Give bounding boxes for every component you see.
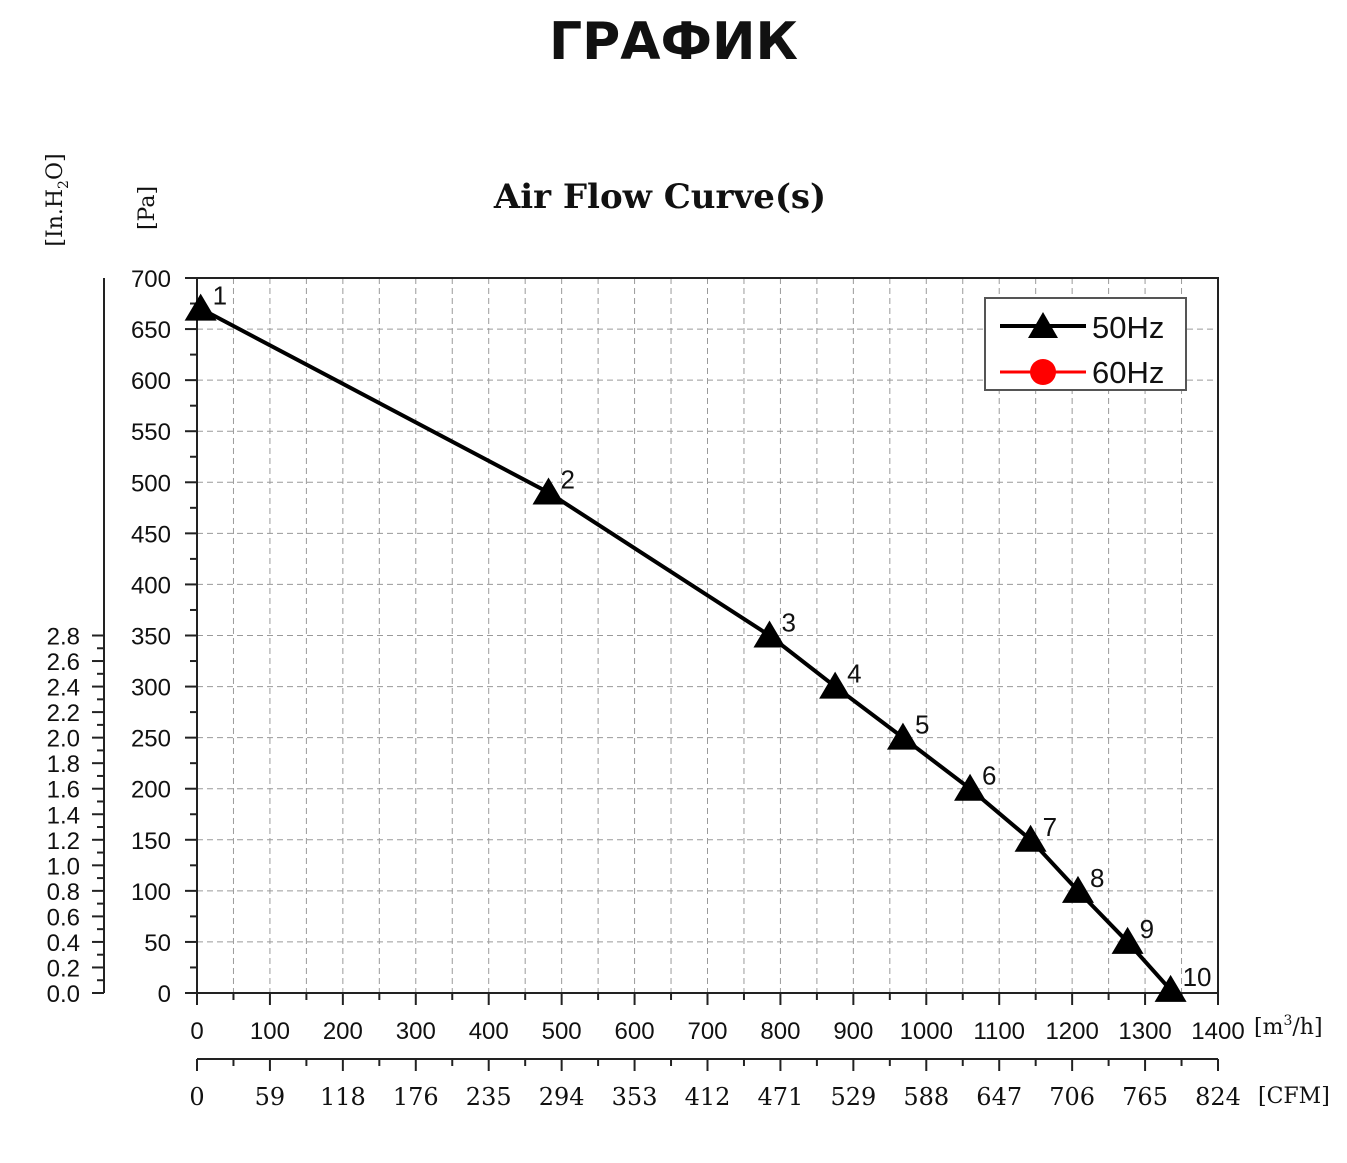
legend-50hz-marker <box>1028 312 1058 338</box>
cfm-tick-label: 647 <box>976 1083 1022 1111</box>
pa-axis-title: [Pa] <box>135 186 160 230</box>
data-point-label: 3 <box>781 608 795 638</box>
x-tick-label: 300 <box>396 1018 436 1045</box>
x-tick-label: 600 <box>615 1018 655 1045</box>
x-axis-title: [m3/h] <box>1254 1013 1323 1040</box>
cfm-tick-label: 0 <box>189 1083 204 1111</box>
legend: 50Hz 60Hz <box>984 297 1187 391</box>
x-tick-label: 1200 <box>1045 1018 1098 1045</box>
legend-box <box>984 297 1187 391</box>
data-point-label: 9 <box>1140 914 1154 944</box>
legend-50hz-label: 50Hz <box>1092 310 1164 345</box>
pa-tick-label: 550 <box>131 419 171 446</box>
x-tick-label: 1400 <box>1191 1018 1244 1045</box>
pa-tick-label: 300 <box>131 675 171 702</box>
data-point-label: 4 <box>847 659 861 689</box>
data-point-marker <box>753 620 786 648</box>
series-layer: 1 2 3 4 5 6 7 8 9 10 <box>184 281 1212 1002</box>
pa-tick-label: 150 <box>131 828 171 855</box>
data-point-label: 5 <box>915 710 929 740</box>
data-point-marker <box>1111 926 1144 954</box>
inh2o-tick-label: 0.0 <box>47 981 80 1008</box>
cfm-tick-label: 118 <box>320 1083 366 1111</box>
pa-tick-label: 700 <box>131 266 171 293</box>
inh2o-tick-label: 2.8 <box>47 624 80 651</box>
cfm-tick-label: 529 <box>830 1083 876 1111</box>
pa-tick-label: 450 <box>131 521 171 548</box>
data-point-marker <box>1014 824 1047 852</box>
cfm-tick-label: 412 <box>685 1083 731 1111</box>
data-point-label: 6 <box>982 761 996 791</box>
inh2o-tick-label: 0.8 <box>47 879 80 906</box>
cfm-tick-label: 235 <box>466 1083 512 1111</box>
pa-tick-label: 350 <box>131 624 171 651</box>
x-tick-label: 400 <box>469 1018 509 1045</box>
cfm-axis-title: [CFM] <box>1258 1084 1330 1109</box>
pa-tick-label: 100 <box>131 879 171 906</box>
data-point-marker <box>819 671 852 699</box>
cfm-tick-label: 824 <box>1195 1083 1241 1111</box>
cfm-tick-label: 765 <box>1122 1083 1168 1111</box>
x-tick-label: 700 <box>687 1018 727 1045</box>
pa-tick-label: 400 <box>131 572 171 599</box>
cfm-tick-label: 59 <box>255 1083 286 1111</box>
data-point-marker <box>886 722 919 750</box>
data-point-label: 10 <box>1183 962 1212 992</box>
legend-60hz-marker <box>1030 359 1056 385</box>
x-tick-label: 100 <box>250 1018 290 1045</box>
inh2o-tick-label: 0.2 <box>47 955 80 982</box>
inh2o-tick-label: 1.6 <box>47 777 80 804</box>
cfm-tick-label: 706 <box>1049 1083 1095 1111</box>
data-point-label: 2 <box>561 465 575 495</box>
cfm-tick-label: 588 <box>903 1083 949 1111</box>
pa-tick-label: 200 <box>131 777 171 804</box>
data-point-marker <box>1061 875 1094 903</box>
x-tick-label: 200 <box>323 1018 363 1045</box>
pa-tick-label: 250 <box>131 726 171 753</box>
series-line-50Hz <box>199 306 1173 992</box>
inh2o-tick-label: 0.4 <box>47 930 80 957</box>
x-tick-label: 0 <box>190 1018 203 1045</box>
axes: 0 100 200 300 400 500 600 700 800 900 1000 1100 1200… <box>43 153 1330 1111</box>
x-tick-label: 900 <box>833 1018 873 1045</box>
inh2o-tick-label: 1.8 <box>47 751 80 778</box>
inh2o-tick-label: 1.4 <box>47 802 80 829</box>
inh2o-tick-label: 0.6 <box>47 904 80 931</box>
inh2o-axis-title: [In.H2O] <box>43 153 72 246</box>
inh2o-tick-label: 2.6 <box>47 649 80 676</box>
chart-title: Air Flow Curve(s) <box>493 177 826 217</box>
data-point-marker <box>1154 974 1187 1002</box>
pa-tick-label: 650 <box>131 317 171 344</box>
data-point-marker <box>184 293 217 321</box>
cfm-tick-label: 353 <box>612 1083 658 1111</box>
x-tick-label: 500 <box>542 1018 582 1045</box>
x-tick-label: 1000 <box>900 1018 953 1045</box>
inh2o-tick-label: 1.0 <box>47 853 80 880</box>
data-point-label: 1 <box>213 281 227 311</box>
inh2o-tick-label: 2.0 <box>47 726 80 753</box>
pa-tick-label: 50 <box>144 930 171 957</box>
x-tick-label: 1300 <box>1118 1018 1171 1045</box>
legend-60hz-label: 60Hz <box>1092 355 1164 390</box>
data-point-label: 8 <box>1090 863 1104 893</box>
cfm-tick-label: 471 <box>758 1083 804 1111</box>
page-heading: ГРАФИК <box>548 12 799 72</box>
inh2o-tick-label: 1.2 <box>47 828 80 855</box>
x-tick-label: 1100 <box>973 1018 1025 1045</box>
pa-tick-label: 500 <box>131 470 171 497</box>
data-point-label: 7 <box>1043 812 1057 842</box>
cfm-tick-label: 294 <box>539 1083 585 1111</box>
pa-tick-label: 0 <box>158 981 171 1008</box>
cfm-tick-label: 176 <box>393 1083 439 1111</box>
data-point-marker <box>532 477 565 505</box>
inh2o-tick-label: 2.4 <box>47 675 80 702</box>
inh2o-tick-label: 2.2 <box>47 700 80 727</box>
pa-tick-label: 600 <box>131 368 171 395</box>
data-point-marker <box>954 773 987 801</box>
x-tick-label: 800 <box>760 1018 800 1045</box>
